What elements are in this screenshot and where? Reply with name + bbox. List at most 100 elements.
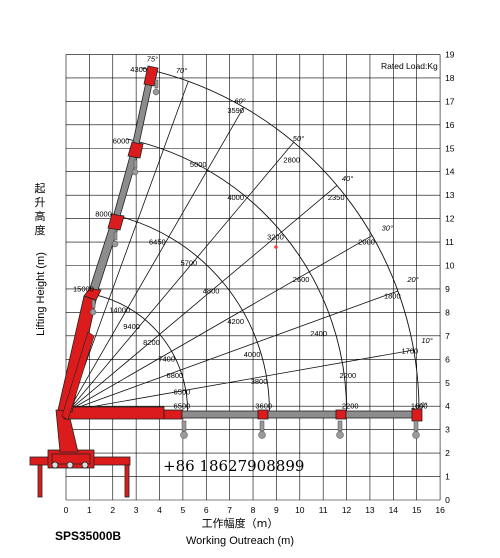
x-tick-label: 8 — [251, 505, 256, 515]
capacity-label: 6500 — [174, 402, 191, 411]
horizontal-boom — [63, 406, 423, 422]
chart-grid — [65, 54, 441, 501]
y-axis-label-cn-char: 起 — [35, 182, 46, 195]
x-tick-label: 7 — [227, 505, 232, 515]
boom-angle-label: 75° — [147, 54, 158, 63]
y-tick-label: 14 — [445, 167, 455, 177]
capacity-label: 6500 — [174, 387, 191, 396]
x-tick-label: 6 — [204, 505, 209, 515]
rated-load-label: Rated Load:Kg — [381, 61, 438, 71]
boom-angle-line — [68, 290, 399, 412]
boom-angle-label: 40° — [342, 174, 353, 183]
y-tick-label: 4 — [445, 401, 450, 411]
boom-angle-label: 50° — [293, 134, 304, 143]
y-tick-label: 19 — [445, 49, 455, 59]
capacity-labels: 4300 3590 2800 2350 2000 1800 1700 1600 6000 5000… — [73, 65, 428, 411]
capacity-label: 6000 — [113, 137, 130, 146]
contact-phone: +86 18627908899 — [163, 457, 304, 475]
boom-angle-line — [68, 141, 295, 412]
x-tick-label: 10 — [295, 505, 305, 515]
capacity-label: 2400 — [310, 329, 327, 338]
capacity-label: 8000 — [95, 209, 112, 218]
x-tick-label: 14 — [389, 505, 399, 515]
capacity-label: 4300 — [130, 65, 147, 74]
x-axis-label: Working Outreach (m) — [186, 535, 294, 547]
y-tick-label: 13 — [445, 190, 455, 200]
capacity-label: 4800 — [203, 287, 220, 296]
boom-angle-line — [68, 235, 373, 412]
boom-angle-label: 10° — [421, 336, 432, 345]
capacity-label: 4200 — [227, 317, 244, 326]
y-tick-label: 2 — [445, 448, 450, 458]
y-tick-label: 15 — [445, 143, 455, 153]
capacity-label: 1600 — [411, 402, 428, 411]
capacity-label: 1800 — [384, 291, 401, 300]
x-tick-label: 5 — [181, 505, 186, 515]
crane-illustration — [29, 65, 423, 498]
hook-blocks — [180, 420, 420, 439]
y-tick-label: 6 — [445, 354, 450, 364]
boom-angle-line — [67, 81, 189, 412]
boom-angle-line — [68, 185, 338, 412]
luffed-hook-blocks — [89, 79, 160, 316]
capacity-label: 2600 — [293, 275, 310, 284]
y-tick-label: 3 — [445, 425, 450, 435]
x-tick-label: 1 — [87, 505, 92, 515]
y-tick-label: 0 — [445, 495, 450, 505]
boom-angle-line — [67, 106, 245, 412]
capacity-label: 2350 — [328, 193, 345, 202]
capacity-label: 5000 — [190, 160, 207, 169]
capacity-label: 3200 — [267, 233, 284, 242]
x-tick-label: 2 — [110, 505, 115, 515]
y-tick-label: 8 — [445, 307, 450, 317]
y-tick-label: 16 — [445, 120, 455, 130]
capacity-label: 5700 — [181, 259, 198, 268]
capacity-label: 14000 — [109, 305, 130, 314]
x-tick-label: 16 — [435, 505, 445, 515]
x-axis-label-cn: 工作幅度（m） — [202, 516, 279, 530]
boom-angle-label: 20° — [406, 275, 418, 284]
working-radius-arc — [126, 138, 348, 411]
capacity-label: 4000 — [227, 193, 244, 202]
capacity-label: 9400 — [123, 322, 140, 331]
x-tick-label: 4 — [157, 505, 162, 515]
y-tick-label: 11 — [445, 237, 454, 247]
capacity-label: 2200 — [340, 371, 357, 380]
y-tick-label: 17 — [445, 96, 455, 106]
capacity-label: 2000 — [358, 237, 375, 246]
x-axis-ticks: 0 1 2 3 4 5 6 7 8 9 10 11 12 13 14 15 16 — [64, 505, 445, 515]
x-tick-label: 12 — [342, 505, 352, 515]
crane-chassis — [29, 449, 131, 498]
capacity-label: 7400 — [158, 355, 175, 364]
y-tick-label: 1 — [445, 472, 450, 482]
capacity-label: 15000 — [73, 284, 94, 293]
boom-angle-label: 30° — [382, 223, 393, 232]
x-tick-label: 0 — [64, 505, 69, 515]
capacity-label: 3800 — [251, 377, 268, 386]
x-tick-label: 9 — [274, 505, 279, 515]
y-axis-label-cn-char: 高 — [35, 209, 46, 223]
capacity-label: 4000 — [244, 350, 261, 359]
luffed-boom — [57, 65, 159, 413]
y-tick-label: 5 — [445, 378, 450, 388]
working-radius-arc — [110, 213, 270, 411]
boom-angle-line — [68, 349, 414, 412]
capacity-label: 8200 — [143, 338, 160, 347]
capacity-label: 6800 — [167, 371, 184, 380]
boom-angle-labels: 0° 10° 20° 30° 40° 50° 60° 70° 75° — [147, 54, 433, 409]
y-tick-label: 12 — [445, 214, 455, 224]
y-tick-label: 7 — [445, 331, 450, 341]
y-tick-label: 9 — [445, 284, 450, 294]
y-axis-label: Lifting Height (m) — [35, 252, 47, 336]
x-tick-label: 3 — [134, 505, 139, 515]
luffing-cylinder — [61, 331, 95, 421]
working-radius-arcs — [93, 67, 420, 411]
working-radius-arc — [141, 67, 420, 411]
capacity-label: 3590 — [227, 106, 244, 115]
boom-angle-label: 70° — [176, 66, 187, 75]
boom-angle-label: 0° — [420, 400, 427, 409]
y-axis-label-cn-char: 度 — [35, 223, 46, 237]
